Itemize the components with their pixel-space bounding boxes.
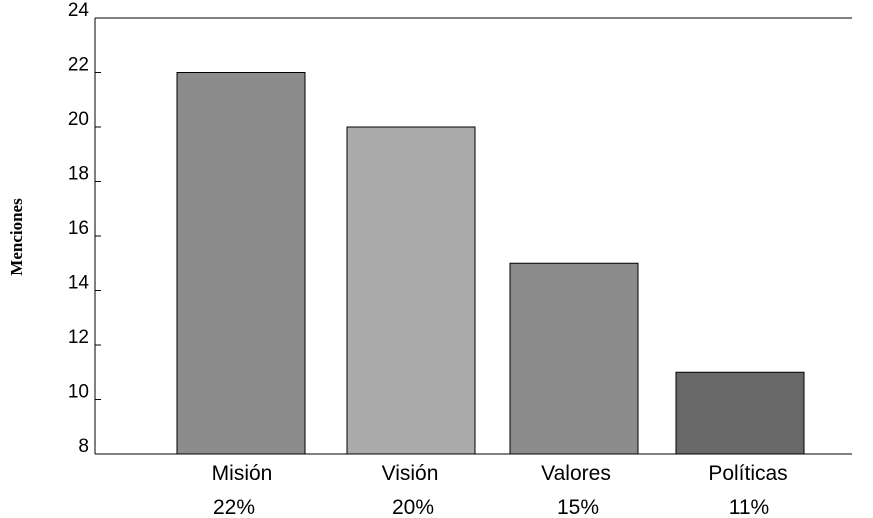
- bar-politicas: [675, 371, 805, 455]
- y-axis-ticks: 8 10 12 14 16 18 20 22 24: [68, 0, 101, 457]
- category-label: Políticas: [708, 462, 787, 485]
- percent-label: 22%: [213, 496, 255, 518]
- y-tick-label: 20: [68, 109, 89, 130]
- y-tick-label: 10: [68, 382, 89, 403]
- percent-label: 11%: [729, 496, 769, 518]
- y-tick-label: 12: [68, 327, 89, 348]
- percent-label: 20%: [392, 496, 434, 518]
- y-tick-label: 24: [68, 0, 90, 21]
- y-tick-label: 14: [68, 273, 90, 294]
- category-label: Visión: [382, 462, 439, 485]
- percent-labels: 22% 20% 15% 11%: [213, 496, 769, 518]
- category-labels: Misión Visión Valores Políticas: [212, 462, 788, 485]
- y-tick-label: 16: [68, 218, 89, 239]
- y-tick-label: 18: [68, 164, 89, 185]
- bar-vision: [346, 126, 476, 455]
- category-label: Misión: [212, 462, 273, 485]
- y-axis-title: Menciones: [7, 198, 26, 276]
- y-tick-label: 8: [78, 436, 89, 457]
- bar-mision: [176, 72, 306, 455]
- category-label: Valores: [541, 462, 611, 485]
- y-tick-label: 22: [68, 55, 89, 76]
- bar-valores: [509, 262, 639, 455]
- bars-group: [176, 72, 805, 455]
- percent-label: 15%: [557, 496, 599, 518]
